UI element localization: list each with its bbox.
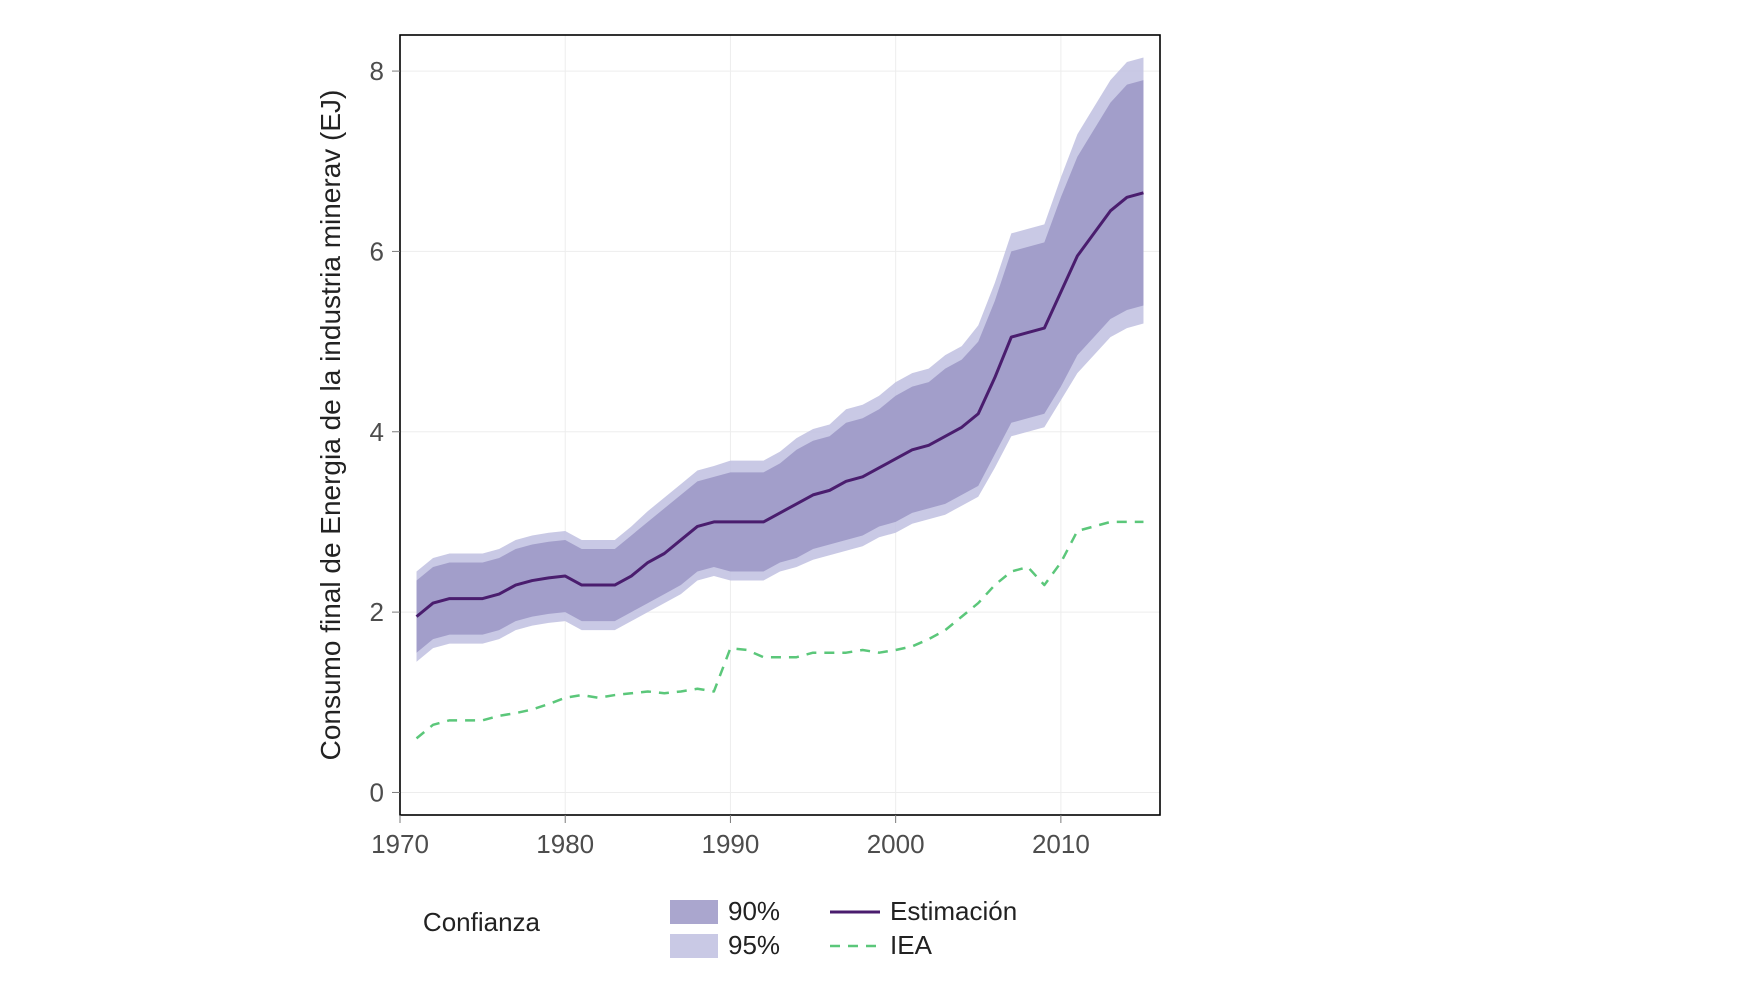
y-tick-label: 8 [370,56,384,86]
y-tick-label: 2 [370,597,384,627]
x-tick-label: 2010 [1032,829,1090,859]
legend-label-ci90: 90% [728,896,780,926]
y-tick-label: 6 [370,236,384,266]
y-tick-label: 4 [370,417,384,447]
x-tick-label: 1990 [702,829,760,859]
y-axis-title: Consumo final de Energia de la industria… [315,90,346,761]
x-axis: 1970 1980 1990 2000 2010 [371,815,1090,859]
x-tick-label: 2000 [867,829,925,859]
x-tick-label: 1970 [371,829,429,859]
legend: Confianza 90% 95% Estimación IEA [423,896,1017,960]
legend-label-estimacion: Estimación [890,896,1017,926]
legend-swatch-ci95 [670,934,718,958]
legend-swatch-ci90 [670,900,718,924]
chart-container: 1970 1980 1990 2000 2010 0 2 4 6 8 Consumo final d… [0,0,1750,1000]
energy-chart: 1970 1980 1990 2000 2010 0 2 4 6 8 Consumo final d… [0,0,1750,1000]
legend-title: Confianza [423,907,541,937]
y-tick-label: 0 [370,777,384,807]
legend-label-iea: IEA [890,930,933,960]
legend-label-ci95: 95% [728,930,780,960]
y-axis: 0 2 4 6 8 [370,56,400,807]
x-tick-label: 1980 [536,829,594,859]
